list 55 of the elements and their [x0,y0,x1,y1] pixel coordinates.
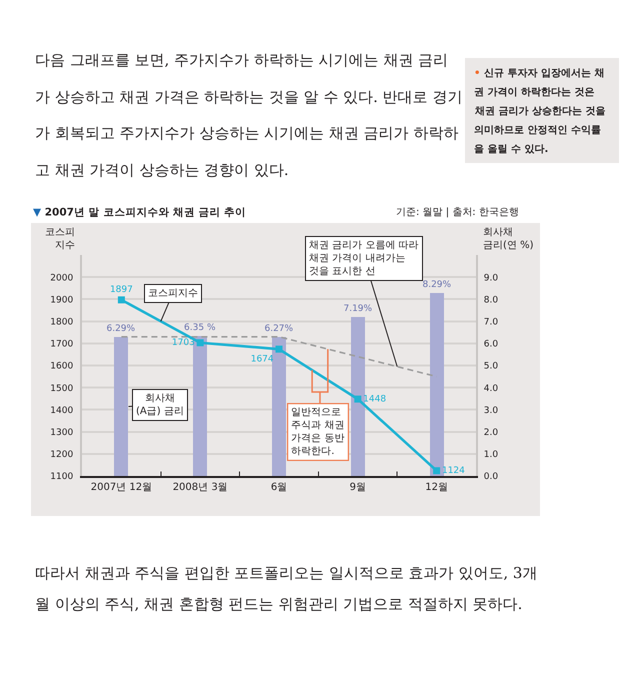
bar [193,336,207,476]
y-axis-title: 코스피 지수 [45,227,75,251]
y-tick-label: 1600 [50,362,74,372]
point [118,296,125,304]
data-label: 8.29% [422,280,452,290]
data-label: 1124 [442,466,466,476]
data-label: 7.19% [343,304,373,314]
point [354,396,362,403]
y-tick-label: 1400 [50,406,74,416]
data-label: 1897 [110,285,133,296]
data-label: 6.35 % [184,323,216,333]
y2-tick-label: 9.0 [484,273,498,284]
y2-tick-label: 0.0 [484,472,498,482]
data-label: 1674 [250,354,274,364]
bar [114,337,128,476]
y-tick-label: 1100 [50,472,74,482]
y2-tick-label: 3.0 [484,406,498,416]
bar [272,337,286,476]
chart-title: ▼ 2007년 말 코스피지수와 채권 금리 추이 [33,206,246,219]
x-tick-label: 12월 [425,482,448,493]
point [196,339,204,346]
data-label: 1448 [363,394,386,404]
bar [351,317,365,476]
y-tick-label: 1900 [50,295,74,306]
text: 따라서 채권과 주식을 편입한 포트폴리오는 일시적으로 효과가 있어도, 3개 월 이상의 주식, 채권 혼합형 펀드는 위험관리 기법으로 적절하지 못하다. [35,564,538,613]
y2-tick-label: 5.0 [484,362,498,372]
data-label: 6.27% [264,324,294,334]
bar [430,293,444,476]
point [276,346,282,353]
y2-tick-label: 1.0 [484,450,498,460]
y2-tick-label: 7.0 [484,317,498,328]
y2-tick-label: 6.0 [484,340,498,350]
y2-tick-label: 4.0 [484,384,498,394]
series-label: 코스피지수 [148,288,198,299]
y-tick-label: 2000 [50,273,74,284]
y2-tick-label: 2.0 [484,428,498,438]
x-tick-label: 9월 [350,482,366,493]
annotation: 일반적으로 주식과 채권 가격은 동반 하락한다. [291,407,344,458]
text: 기준: 월말 | 출처: 한국은행 [396,207,519,218]
y2-tick-label: 8.0 [484,295,498,306]
y-tick-label: 1500 [50,384,74,394]
x-tick-label: 2007년 12월 [90,482,152,493]
y-tick-label: 1700 [50,340,74,350]
point [433,467,440,474]
text: • 신규 투자자 입장에서는 채 권 가격이 하락한다는 것은 채권 금리가 상승한다는 것을 의미하므로 안정적인 수익률 을 올릴 수 있다. [474,68,606,155]
y2-axis-title: 회사채 금리(연 %) [483,227,534,251]
text: 채권 금리가 오름에 따라 채권 가격이 내려가는 것을 표시한 선 [309,240,419,277]
y-tick-label: 1300 [50,428,74,438]
text: 다음 그래프를 보면, 주가지수가 하락하는 시기에는 채권 금리 가 상승하고 채권 가격은 하락하는 것을 알 수 있다. 반대로 경기 가 회복되고 주가지수가 상승하는 시기에는 채권 금리가 하락하 고 채권 가격이 상승하는 경향이 있다. [35,51,462,179]
data-label: 6.29% [106,324,136,334]
series-label: 회사채 (A급) 금리 [136,393,184,417]
y-tick-label: 1800 [50,317,74,328]
x-tick-label: 6월 [270,482,288,493]
x-tick-label: 2008년 3월 [172,482,228,493]
y-tick-label: 1200 [50,450,74,460]
